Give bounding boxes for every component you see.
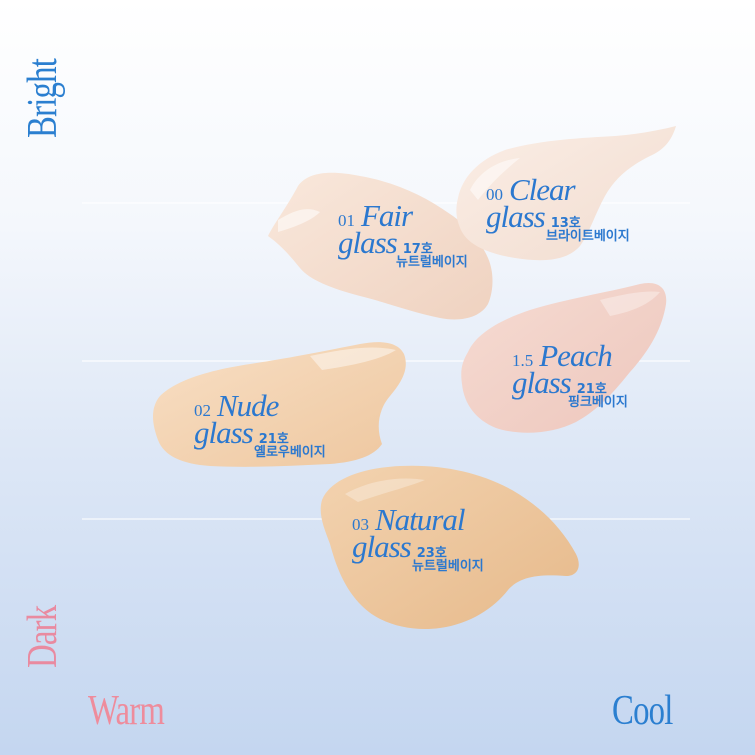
- axis-label-bright: Bright: [20, 58, 66, 139]
- product-name: Clear: [509, 172, 576, 207]
- product-label-01: 01 Fair glass 17호 뉴트럴베이지: [338, 200, 468, 269]
- product-code: 21호: [576, 382, 607, 397]
- product-name: Fair: [361, 198, 413, 233]
- product-label-03: 03 Natural glass 23호 뉴트럴베이지: [352, 504, 484, 573]
- product-label-1-5: 1.5 Peach glass 21호 핑크베이지: [512, 340, 628, 409]
- product-name: Natural: [375, 502, 465, 537]
- product-name: Peach: [539, 338, 612, 373]
- swatch-03-natural: [320, 465, 579, 630]
- product-name: Nude: [217, 388, 279, 423]
- swatch-02-nude: [153, 342, 406, 467]
- product-shade-name: 브라이트베이지: [546, 229, 630, 244]
- product-number: 01: [338, 211, 355, 230]
- swatch-01-fair: [268, 172, 493, 320]
- swatch-1-5-peach: [461, 282, 667, 433]
- swatch-00-clear: [456, 126, 676, 261]
- product-line: glass: [486, 199, 546, 234]
- product-shade-name: 뉴트럴베이지: [396, 255, 468, 270]
- axis-label-dark: Dark: [20, 605, 66, 668]
- product-number: 02: [194, 401, 211, 420]
- product-code: 17호: [402, 242, 433, 257]
- product-line: glass: [352, 529, 412, 564]
- product-code: 23호: [416, 546, 447, 561]
- product-code: 21호: [258, 432, 289, 447]
- product-label-02: 02 Nude glass 21호 옐로우베이지: [194, 390, 326, 459]
- product-code: 13호: [550, 216, 581, 231]
- product-number: 1.5: [512, 351, 534, 370]
- product-number: 00: [486, 185, 503, 204]
- product-shade-name: 옐로우베이지: [254, 445, 326, 460]
- product-line: glass: [338, 225, 398, 260]
- product-line: glass: [194, 415, 254, 450]
- axis-label-cool: Cool: [612, 688, 673, 734]
- product-label-00: 00 Clear glass 13호 브라이트베이지: [486, 174, 630, 243]
- product-number: 03: [352, 515, 369, 534]
- product-line: glass: [512, 365, 572, 400]
- product-shade-name: 뉴트럴베이지: [412, 559, 484, 574]
- axis-label-warm: Warm: [88, 688, 165, 734]
- product-shade-name: 핑크베이지: [568, 395, 628, 410]
